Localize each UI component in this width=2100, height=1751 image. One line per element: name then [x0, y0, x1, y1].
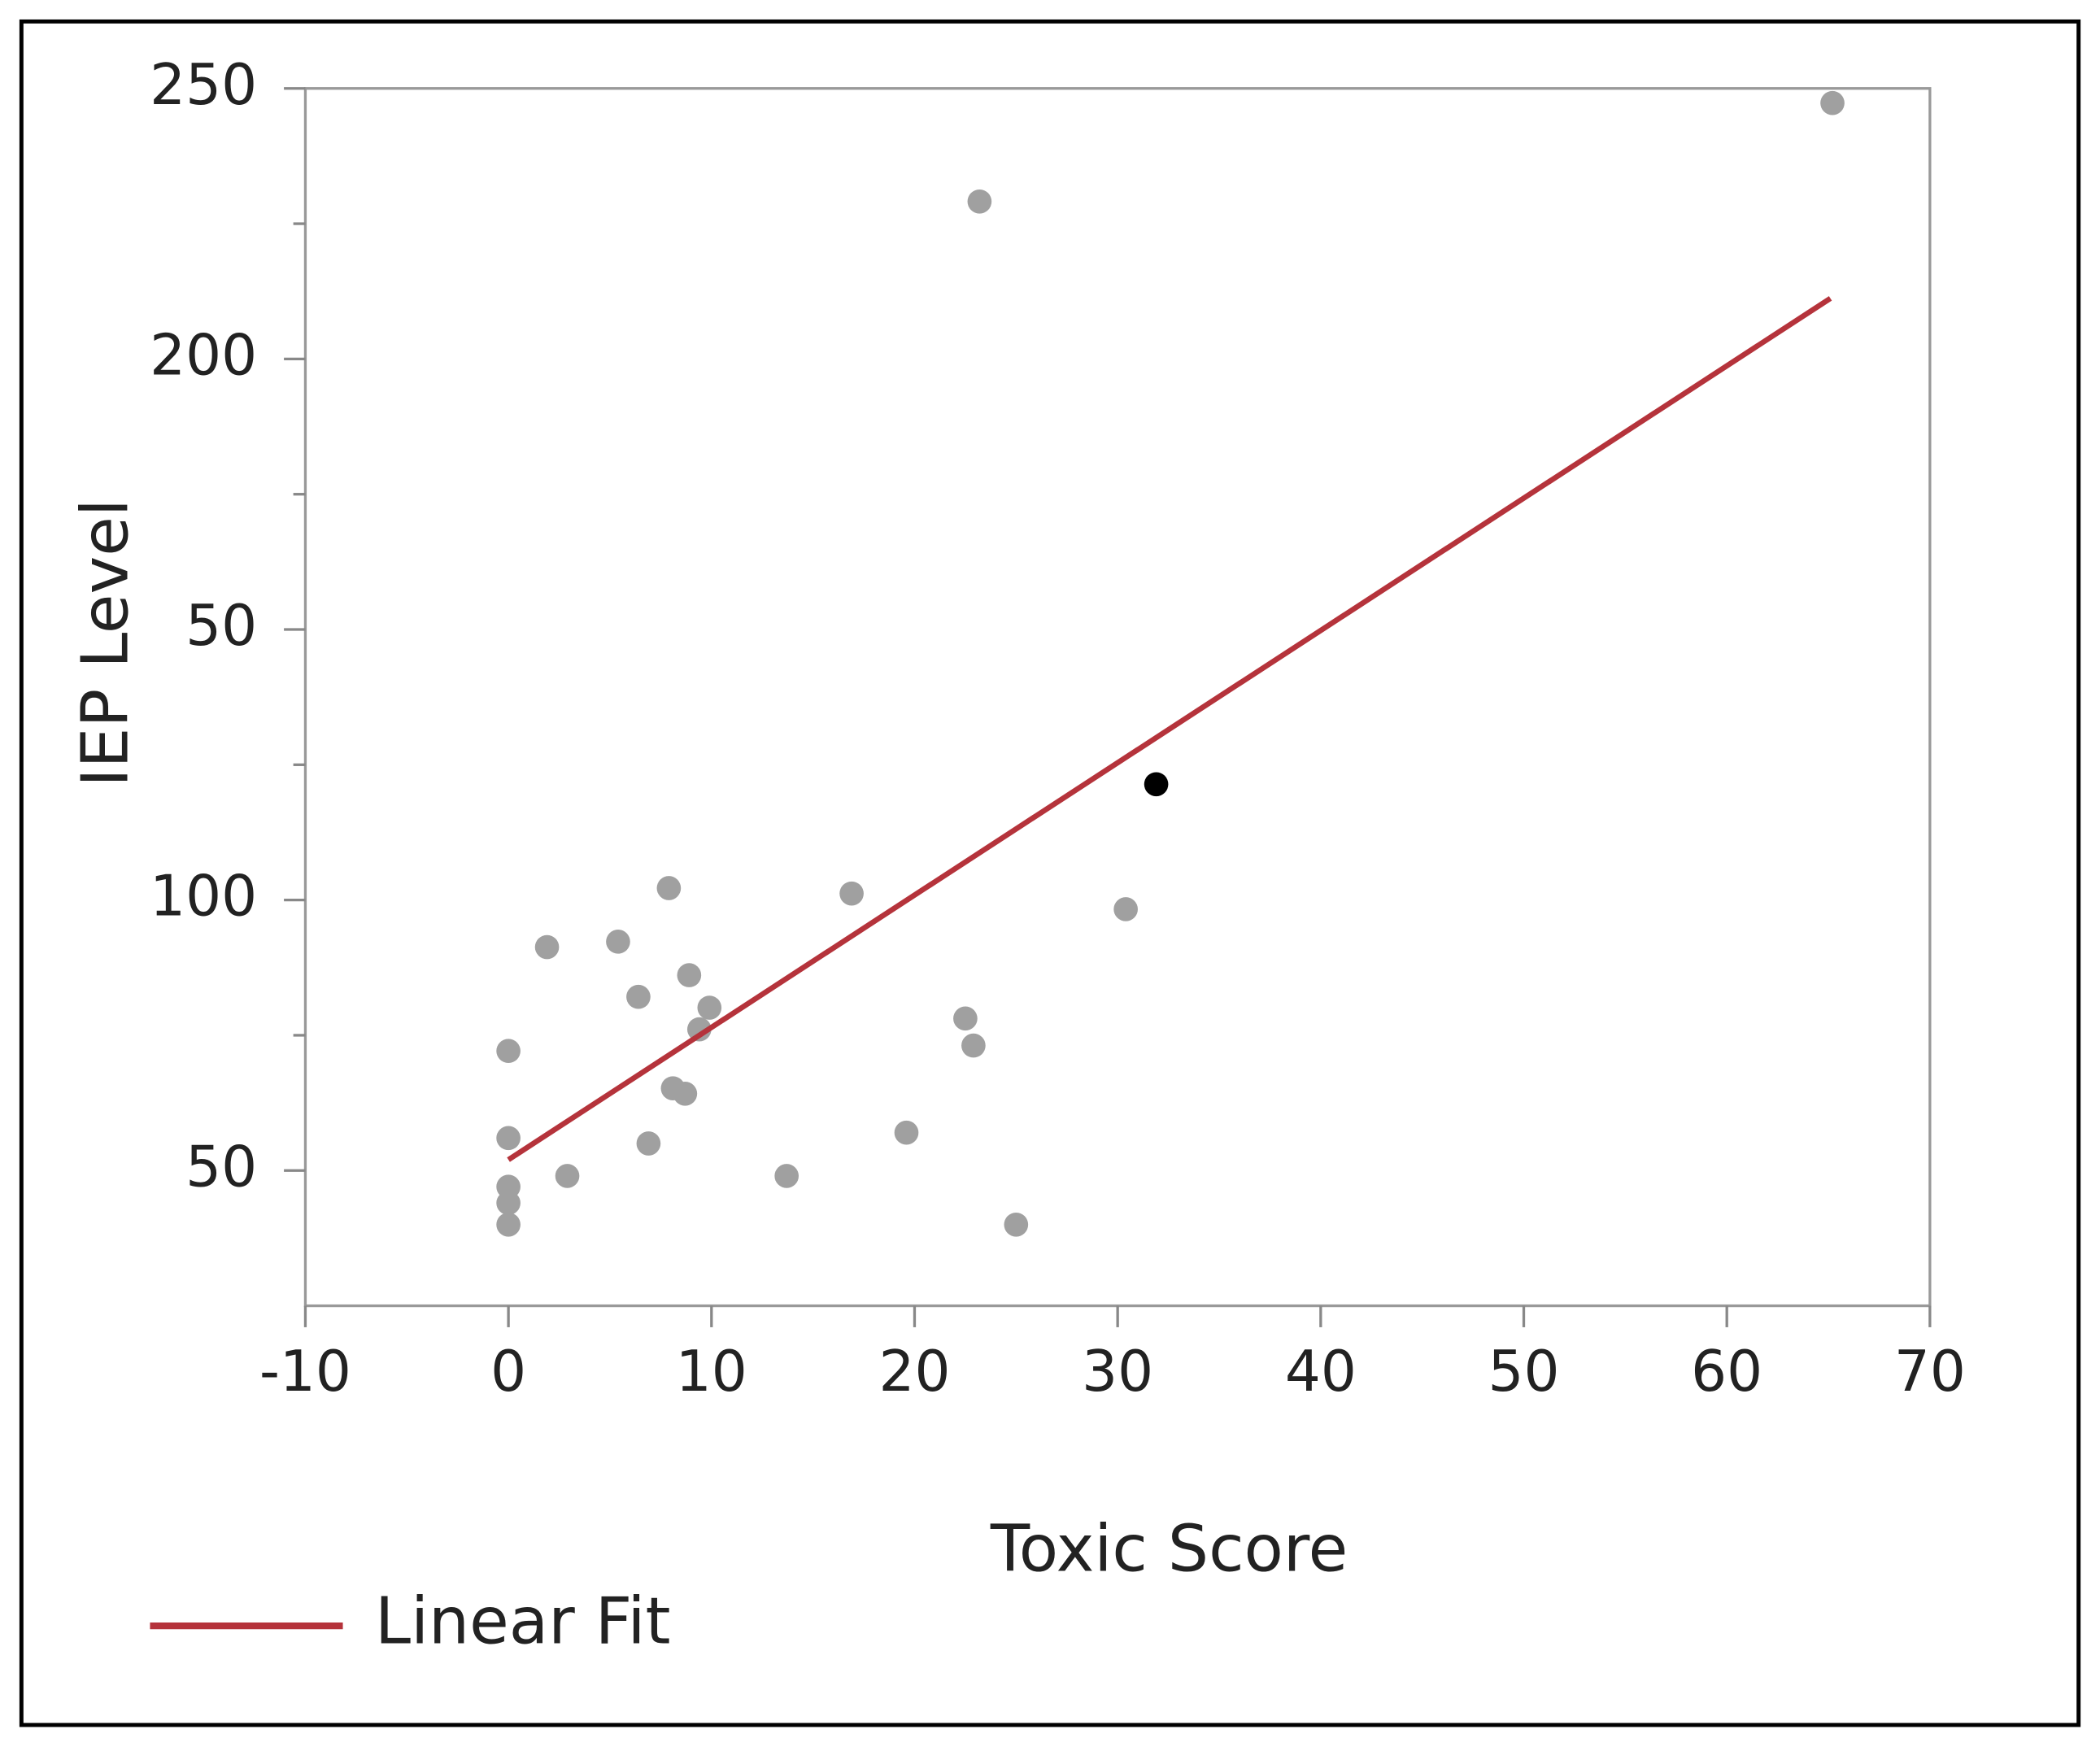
scatter-point — [626, 984, 651, 1009]
scatter-point — [894, 1120, 919, 1145]
x-tick-label: 20 — [878, 1339, 950, 1405]
x-tick-label: 30 — [1082, 1339, 1153, 1405]
scatter-point — [1113, 897, 1138, 921]
scatter-point — [534, 934, 560, 960]
scatter-point — [953, 1006, 978, 1031]
scatter-point — [967, 189, 992, 214]
scatter-point — [606, 930, 630, 954]
x-tick-label: 50 — [1488, 1339, 1560, 1405]
x-tick-label: 70 — [1894, 1339, 1966, 1405]
x-axis-title: Toxic Score — [990, 1512, 1348, 1587]
scatter-point — [697, 995, 722, 1020]
x-tick-label: -10 — [259, 1339, 351, 1405]
scatter-point — [673, 1081, 698, 1106]
scatter-point — [496, 1191, 521, 1216]
scatter-point — [774, 1164, 799, 1188]
scatter-point — [496, 1212, 521, 1237]
scatter-point — [1004, 1212, 1029, 1237]
x-tick-label: 0 — [490, 1339, 526, 1405]
y-tick-label: 50 — [185, 594, 257, 659]
scatter-point — [961, 1033, 986, 1058]
y-tick-label: 250 — [150, 53, 257, 118]
y-axis-title: IEP Level — [68, 499, 142, 787]
legend: Linear Fit — [150, 1584, 670, 1659]
y-tick-label: 200 — [150, 323, 257, 388]
scatter-point — [677, 963, 702, 987]
scatter-point — [839, 881, 864, 906]
scatter-point — [496, 1126, 521, 1151]
frame — [19, 19, 2081, 1727]
scatter-point — [656, 876, 682, 900]
x-tick-label: 10 — [676, 1339, 747, 1405]
scatter-point — [1820, 90, 1845, 115]
x-tick-label: 40 — [1285, 1339, 1357, 1405]
scatter-point — [496, 1039, 521, 1064]
scatter-point — [555, 1164, 580, 1188]
x-tick-label: 60 — [1691, 1339, 1762, 1405]
y-tick-label: 50 — [185, 1135, 257, 1200]
scatter-point — [636, 1131, 661, 1156]
fit-line — [507, 296, 1832, 1162]
scatter-point — [686, 1017, 712, 1042]
scatter-point — [1144, 772, 1169, 797]
legend-label: Linear Fit — [375, 1584, 670, 1659]
y-tick-label: 100 — [150, 865, 257, 930]
